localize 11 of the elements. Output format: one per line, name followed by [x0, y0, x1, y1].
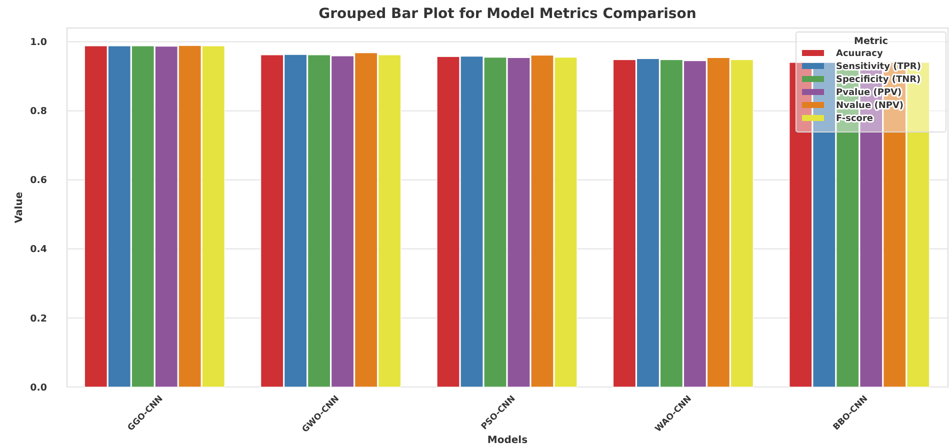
y-tick-label: 0.2 [30, 313, 47, 324]
y-tick-label: 0.6 [30, 175, 48, 186]
y-axis-title: Value [14, 192, 25, 224]
x-axis-title: Models [487, 435, 528, 446]
legend-title: Metric [854, 36, 888, 47]
legend-label: Acuuracy [836, 49, 883, 60]
y-tick-label: 0.8 [30, 106, 48, 118]
chart-title: Grouped Bar Plot for Model Metrics Comparison [318, 6, 696, 22]
y-tick-label: 0.0 [30, 382, 48, 394]
y-tick-label: 1.0 [30, 37, 48, 48]
y-tick-label: 0.4 [30, 244, 48, 256]
